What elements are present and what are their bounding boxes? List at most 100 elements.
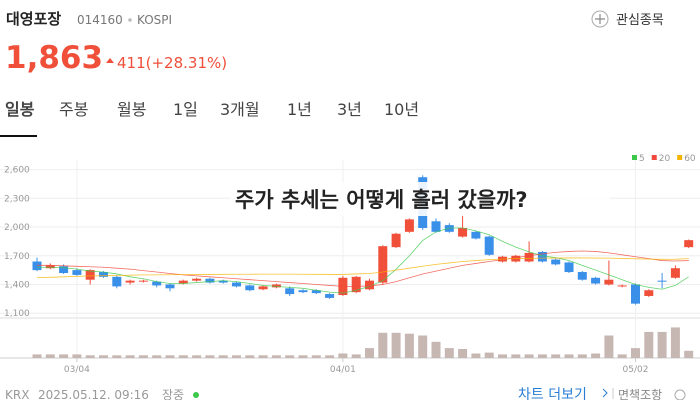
candle-body xyxy=(178,280,188,284)
candle-body xyxy=(365,280,374,290)
candle-body xyxy=(192,278,202,281)
volume-bar xyxy=(458,349,468,358)
volume-bar xyxy=(32,354,42,358)
stock-code: 014160 xyxy=(77,13,123,27)
watch-button[interactable]: 관심종목 xyxy=(591,10,664,28)
candle-body xyxy=(644,290,654,296)
candle-body xyxy=(138,280,148,282)
volume-bar xyxy=(351,354,361,358)
tab[interactable]: 3개월 xyxy=(220,100,260,119)
volume-bar xyxy=(591,353,601,358)
info-icon xyxy=(674,389,686,400)
volume-bar xyxy=(378,332,388,358)
price: 1,863 xyxy=(5,40,103,76)
candle-body xyxy=(245,285,255,291)
volume-bar xyxy=(471,353,481,358)
x-tick-label: 03/04 xyxy=(64,365,90,375)
candle-body xyxy=(471,231,481,239)
disclaimer[interactable]: 면책조항 xyxy=(618,387,662,400)
tab[interactable]: 10년 xyxy=(384,100,419,119)
source: KRX xyxy=(5,388,29,400)
candle-body xyxy=(32,261,42,271)
volume-bar xyxy=(285,355,295,358)
candle-body xyxy=(125,280,135,283)
plus xyxy=(595,14,605,24)
volume-bar xyxy=(271,355,281,358)
candle-body xyxy=(152,281,162,286)
tabs: 일봉 주봉 월봉 1일 3개월 1년 3년 10년 xyxy=(5,100,419,119)
chevron xyxy=(602,388,608,398)
volume-bar xyxy=(138,355,148,358)
volume-bar xyxy=(165,355,175,358)
y-tick-label: 1,100 xyxy=(4,309,30,319)
candle-body xyxy=(657,280,667,282)
more-chart-link[interactable]: 차트 더보기 xyxy=(518,387,587,400)
volume-bar xyxy=(391,332,401,358)
legend-label: 5 xyxy=(639,154,645,164)
candle-body xyxy=(551,259,561,265)
moving-average-line xyxy=(37,227,689,294)
tab[interactable]: 1년 xyxy=(287,100,312,119)
volume-bar xyxy=(365,348,374,358)
candle-body xyxy=(351,276,361,293)
volume-bar xyxy=(670,327,680,358)
volume-bar xyxy=(524,354,534,358)
tab[interactable]: 월봉 xyxy=(117,100,146,119)
volume-bar xyxy=(577,354,587,358)
tab[interactable]: 1일 xyxy=(173,100,198,119)
moving-average-line xyxy=(37,250,689,287)
candle-body xyxy=(537,251,547,262)
watch-label[interactable]: 관심종목 xyxy=(616,13,664,28)
candle-body xyxy=(59,266,69,273)
volume-bar xyxy=(617,354,627,358)
candle-body xyxy=(325,294,335,298)
candle-body xyxy=(404,219,414,232)
legend-label: 20 xyxy=(659,154,671,164)
volume-bar xyxy=(245,355,255,358)
volume-bar xyxy=(85,355,95,358)
market: KOSPI xyxy=(137,13,172,27)
overlay-title: 주가 추세는 어떻게 흘러 갔을까? xyxy=(235,188,528,212)
candle-body xyxy=(271,284,281,288)
live-dot xyxy=(193,392,199,398)
volume-bar xyxy=(125,355,135,358)
volume-bar xyxy=(684,350,694,358)
volume-bar xyxy=(325,355,335,358)
volume-bar xyxy=(404,333,414,358)
overlay-box xyxy=(230,182,610,216)
volume-bar xyxy=(444,348,454,358)
volume-bar xyxy=(59,354,69,358)
candle-body xyxy=(631,284,640,304)
candle-body xyxy=(458,227,468,237)
volume-bar xyxy=(551,354,561,358)
y-tick-label: 2,300 xyxy=(4,194,30,204)
volume-bar xyxy=(338,353,348,358)
legend-swatch xyxy=(677,155,683,160)
candle-body xyxy=(444,225,454,232)
volume-bar xyxy=(298,355,308,358)
volume-bar xyxy=(644,331,654,358)
candle-body xyxy=(670,268,680,278)
tab[interactable]: 일봉 xyxy=(5,100,35,119)
x-tick-label: 05/02 xyxy=(623,365,649,375)
volume-bar xyxy=(72,354,82,358)
tab[interactable]: 주봉 xyxy=(59,100,88,119)
candle-body xyxy=(564,262,574,273)
timestamp: 2025.05.12. 09:16 xyxy=(38,388,149,400)
separator-dot xyxy=(128,18,132,22)
candle-body xyxy=(205,278,215,283)
candle-body xyxy=(524,252,534,262)
legend-swatch xyxy=(632,155,637,160)
volume-bar xyxy=(258,355,268,358)
tab[interactable]: 3년 xyxy=(337,100,362,119)
stock-name: 대영포장 xyxy=(6,10,61,28)
candle-body xyxy=(165,284,175,289)
candle-body xyxy=(684,240,694,248)
moving-average-line xyxy=(36,257,689,279)
candle-body xyxy=(99,272,108,277)
volume-bar xyxy=(564,354,574,358)
volume-bar xyxy=(604,335,614,358)
active-tab-underline xyxy=(0,135,37,137)
legend-swatch xyxy=(651,155,657,160)
